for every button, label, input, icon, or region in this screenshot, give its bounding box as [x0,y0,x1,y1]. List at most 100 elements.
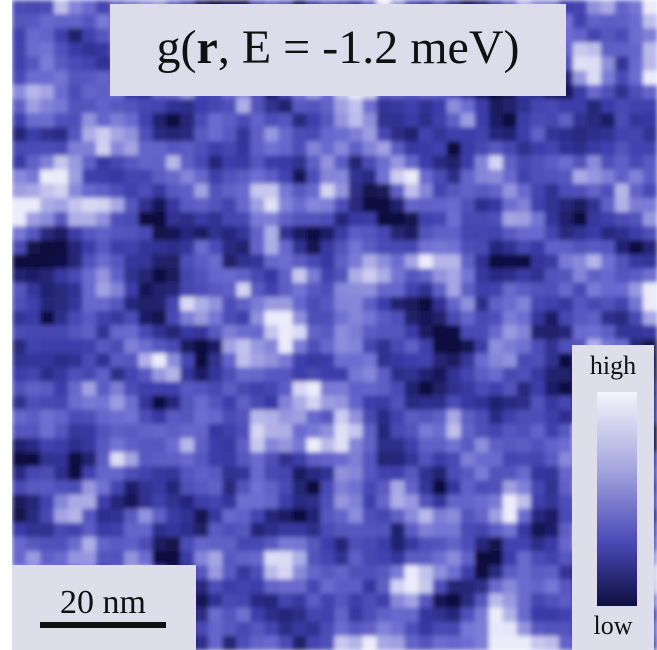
map-pixel [292,523,307,538]
map-pixel [433,141,448,156]
map-pixel [559,438,574,453]
map-pixel [447,537,462,552]
map-pixel [110,155,125,170]
map-pixel [68,410,83,425]
map-pixel [222,523,237,538]
map-pixel [433,127,448,142]
map-pixel [531,509,546,524]
map-pixel [363,438,378,453]
map-pixel [26,226,41,241]
map-pixel [208,367,223,382]
map-pixel [405,396,420,411]
map-pixel [12,283,27,298]
map-pixel [559,226,574,241]
map-pixel [363,410,378,425]
map-pixel [26,452,41,467]
map-pixel [12,466,27,481]
map-pixel [377,593,392,608]
map-pixel [643,311,657,326]
map-pixel [306,466,321,481]
map-pixel [419,495,434,510]
map-pixel [208,480,223,495]
map-pixel [40,212,55,227]
map-pixel [587,297,602,312]
map-pixel [320,551,335,566]
map-pixel [391,537,406,552]
map-pixel [419,523,434,538]
map-pixel [152,466,167,481]
map-pixel [320,480,335,495]
map-pixel [82,509,97,524]
map-pixel [250,636,265,650]
map-pixel [489,438,504,453]
map-pixel [152,551,167,566]
map-pixel [363,268,378,283]
map-pixel [517,198,532,213]
map-pixel [250,268,265,283]
map-pixel [292,268,307,283]
map-pixel [124,410,139,425]
map-pixel [377,438,392,453]
map-pixel [180,396,195,411]
map-pixel [531,141,546,156]
map-pixel [629,170,644,185]
map-pixel [489,226,504,241]
map-pixel [236,325,251,340]
map-pixel [306,523,321,538]
map-pixel [391,141,406,156]
map-pixel [545,410,560,425]
map-pixel [320,523,335,538]
map-pixel [363,254,378,269]
map-pixel [264,509,279,524]
map-pixel [12,551,27,566]
map-pixel [236,636,251,650]
map-pixel [433,396,448,411]
map-pixel [278,410,293,425]
map-pixel [292,396,307,411]
map-pixel [194,537,209,552]
map-pixel [40,226,55,241]
map-pixel [545,254,560,269]
map-pixel [503,311,518,326]
map-pixel [222,353,237,368]
map-pixel [306,155,321,170]
map-pixel [447,325,462,340]
map-pixel [138,311,153,326]
map-pixel [250,297,265,312]
map-pixel [222,410,237,425]
map-pixel [96,480,111,495]
map-pixel [96,396,111,411]
map-pixel [489,636,504,650]
map-pixel [236,565,251,580]
map-pixel [503,452,518,467]
map-pixel [166,283,181,298]
map-pixel [517,537,532,552]
map-pixel [461,311,476,326]
map-pixel [250,452,265,467]
map-pixel [517,127,532,142]
map-pixel [54,198,69,213]
map-pixel [377,367,392,382]
map-pixel [194,240,209,255]
map-pixel [208,353,223,368]
map-pixel [236,480,251,495]
map-pixel [264,565,279,580]
map-pixel [503,509,518,524]
map-pixel [264,452,279,467]
map-pixel [503,565,518,580]
map-pixel [68,382,83,397]
map-pixel [461,452,476,467]
map-pixel [96,254,111,269]
map-pixel [489,240,504,255]
map-pixel [419,438,434,453]
map-pixel [180,438,195,453]
map-pixel [503,254,518,269]
map-pixel [208,579,223,594]
map-pixel [629,325,644,340]
map-pixel [292,198,307,213]
map-pixel [349,424,364,439]
map-pixel [405,537,420,552]
map-pixel [629,254,644,269]
map-pixel [405,452,420,467]
map-pixel [236,297,251,312]
